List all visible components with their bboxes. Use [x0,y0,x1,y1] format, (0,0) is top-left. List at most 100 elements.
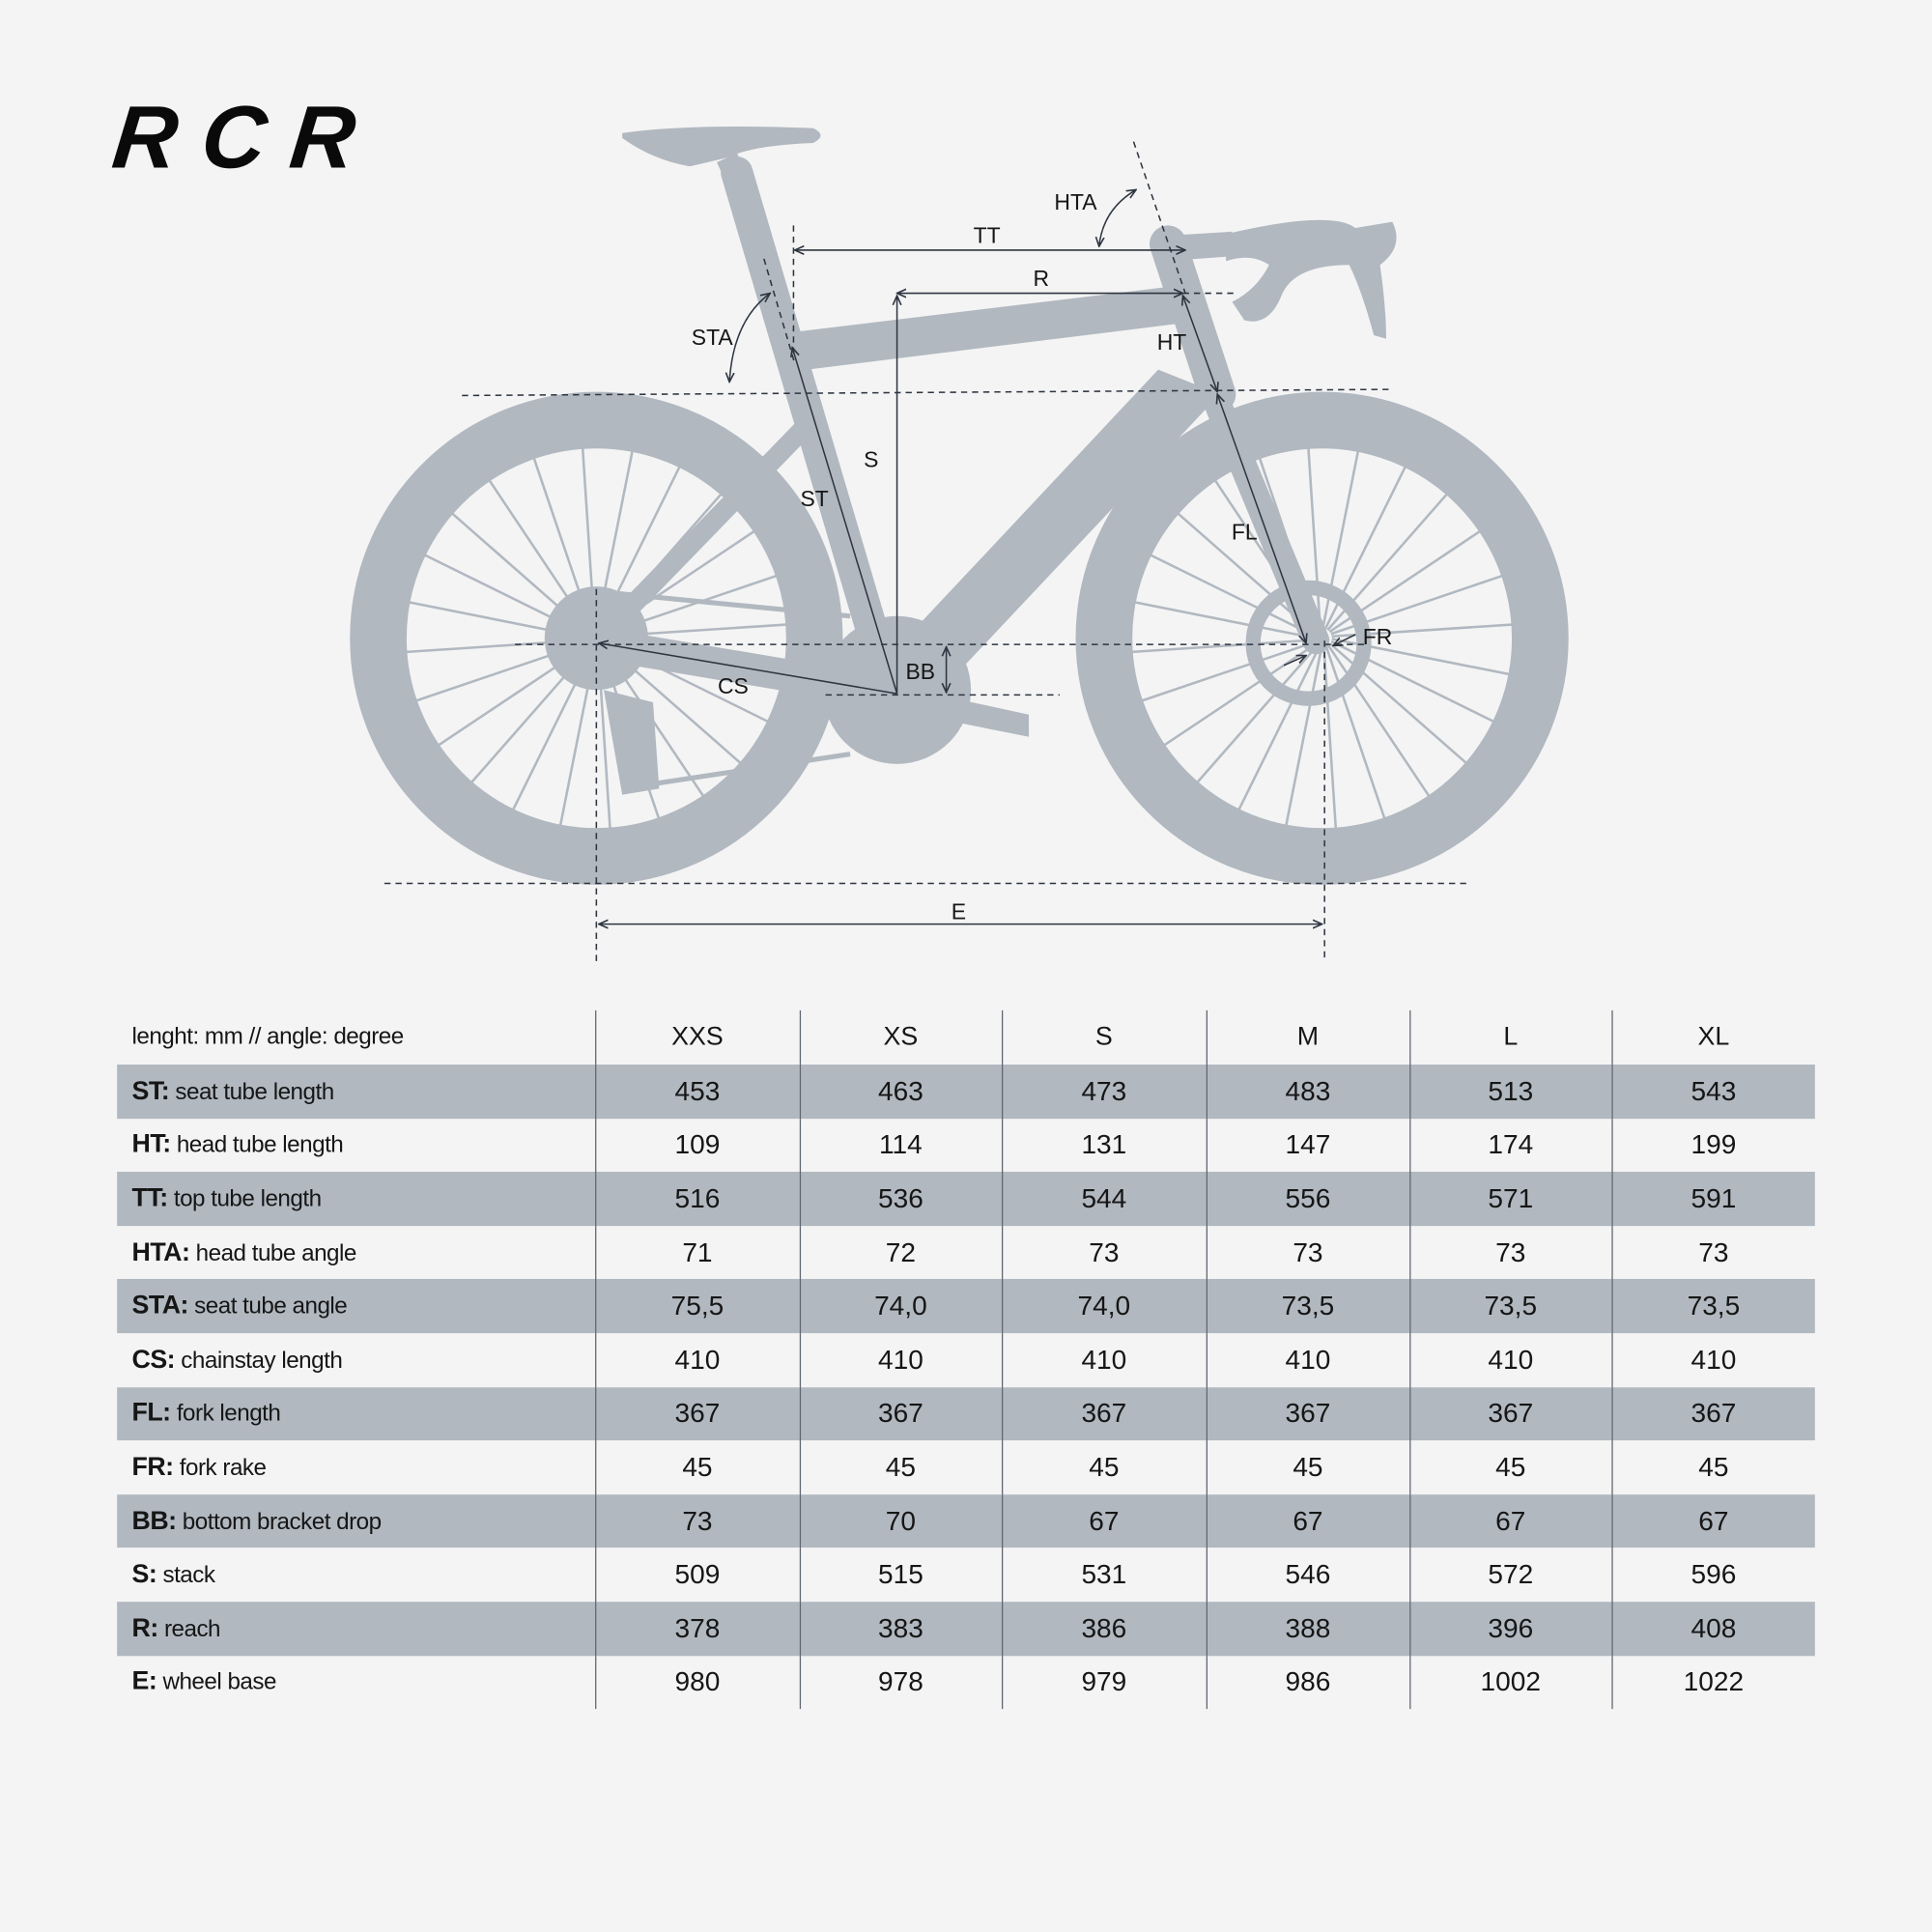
size-header-xs: XS [799,1009,1002,1065]
row-label: HTA: head tube angle [117,1226,595,1280]
table-cell: 980 [594,1655,800,1710]
table-row: FL: fork length 367 367 367 367 367 367 [117,1386,1815,1441]
row-description: bottom bracket drop [176,1508,382,1535]
table-cell: 73,5 [1408,1279,1612,1334]
saddle [622,126,821,167]
table-cell: 67 [1001,1493,1207,1548]
table-cell: 367 [1610,1386,1815,1441]
geometry-table: lenght: mm // angle: degree XXS XS S M L XL ST:… [117,1009,1815,1710]
table-row: ST: seat tube length 453 463 473 483 513 543 [117,1065,1815,1119]
table-header-row: lenght: mm // angle: degree XXS XS S M L XL [117,1009,1815,1065]
row-description: fork rake [173,1455,267,1482]
label-s: S [864,446,878,471]
table-row: HT: head tube length 109 114 131 147 174 199 [117,1118,1815,1173]
table-cell: 75,5 [594,1279,800,1334]
table-cell: 410 [1001,1333,1207,1387]
dim-ht [1182,296,1217,391]
label-cs: CS [718,673,749,698]
table-cell: 45 [1610,1440,1815,1494]
table-cell: 410 [594,1333,800,1387]
row-description: head tube angle [189,1239,357,1266]
table-cell: 71 [594,1225,800,1280]
seatstay [593,421,811,645]
table-cell: 378 [594,1602,800,1656]
row-label: R: reach [117,1602,596,1656]
table-cell: 109 [594,1118,800,1173]
table-row: E: wheel base 980 978 979 986 1002 1022 [117,1655,1815,1710]
table-cell: 73,5 [1610,1279,1815,1334]
crank-arm [887,683,1030,737]
table-row: CS: chainstay length 410 410 410 410 410 410 [117,1333,1815,1387]
table-row: TT: top tube length 516 536 544 556 571 591 [117,1172,1815,1226]
table-cell: 45 [1408,1440,1612,1494]
table-cell: 74,0 [1001,1279,1207,1334]
dim-cs [599,643,897,695]
row-code: STA: [131,1291,188,1321]
table-cell: 73 [1001,1225,1207,1280]
ref-line-head-axis [1132,141,1186,294]
table-cell: 544 [1001,1172,1207,1226]
dim-fr [1333,634,1356,645]
table-cell: 131 [1001,1118,1207,1173]
table-cell: 515 [799,1548,1002,1603]
table-cell: 67 [1408,1493,1612,1548]
seatpost-clamp [717,153,750,190]
table-row: BB: bottom bracket drop 73 70 67 67 67 67 [117,1493,1815,1548]
row-label: FL: fork length [117,1386,596,1441]
table-cell: 473 [1001,1065,1207,1119]
bike-silhouette [350,126,1569,885]
table-cell: 70 [799,1493,1002,1548]
handlebar [1226,219,1397,339]
front-wheel-spoke [1236,646,1321,812]
table-row: FR: fork rake 45 45 45 45 45 45 [117,1440,1815,1494]
table-cell: 74,0 [799,1279,1002,1334]
table-cell: 531 [1001,1548,1207,1603]
front-wheel-spoke [1307,446,1321,629]
row-label: CS: chainstay length [117,1333,595,1387]
down-tube [874,369,1220,709]
label-ht: HT [1157,329,1187,355]
table-cell: 408 [1610,1602,1815,1656]
table-cell: 45 [1001,1440,1207,1494]
row-code: HT: [131,1130,171,1159]
label-bb: BB [906,659,936,684]
label-hta: HTA [1054,189,1097,214]
sta-arc-arrow [729,294,770,383]
label-r: R [1034,266,1050,291]
table-cell: 516 [594,1172,800,1226]
dim-st [792,348,898,695]
row-code: TT: [131,1183,168,1213]
table-cell: 546 [1206,1548,1410,1603]
row-code: R: [131,1613,158,1642]
row-label: STA: seat tube angle [117,1279,596,1334]
table-cell: 147 [1206,1118,1410,1173]
front-wheel-spoke [1327,644,1432,799]
row-code: HTA: [131,1237,190,1266]
table-cell: 199 [1610,1118,1815,1173]
row-description: chainstay length [175,1348,343,1374]
row-label: FR: fork rake [117,1440,595,1494]
table-cell: 45 [1206,1440,1410,1494]
table-cell: 73 [1206,1225,1410,1280]
front-wheel-spoke [1130,639,1313,654]
size-header-m: M [1206,1009,1410,1065]
row-label: S: stack [117,1548,595,1602]
table-cell: 73 [1610,1225,1815,1280]
row-label: BB: bottom bracket drop [117,1493,596,1548]
row-description: seat tube length [169,1079,334,1105]
label-fr: FR [1363,624,1393,649]
front-wheel-spoke [1322,647,1338,831]
table-cell: 410 [1206,1333,1410,1387]
dimension-lines [384,141,1466,961]
row-code: S: [131,1559,157,1589]
table-cell: 556 [1206,1172,1410,1226]
hta-arc-arrow [1099,189,1136,246]
table-cell: 571 [1408,1172,1612,1226]
row-label: E: wheel base [117,1656,595,1710]
ref-line-seat-axis [763,258,796,364]
label-tt: TT [974,222,1001,247]
table-row: R: reach 378 383 386 388 396 408 [117,1602,1815,1656]
table-cell: 367 [1001,1386,1207,1441]
table-cell: 543 [1610,1065,1815,1119]
table-cell: 72 [799,1225,1002,1280]
